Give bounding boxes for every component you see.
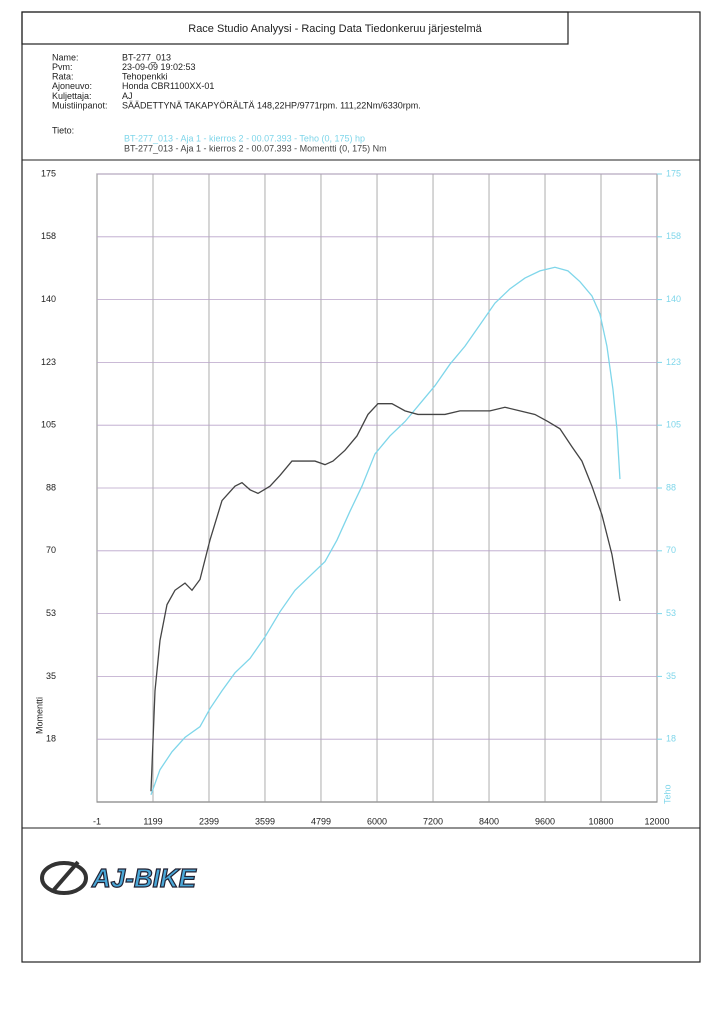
y-tick-label: 105: [41, 420, 56, 430]
logo-text: AJ-BIKE: [91, 863, 197, 893]
x-tick-label: 4799: [311, 816, 331, 826]
y2-tick-label: 123: [666, 357, 681, 367]
y2-tick-label: 158: [666, 231, 681, 241]
x-tick-label: 12000: [644, 816, 669, 826]
legend-entry: BT-277_013 - Aja 1 - kierros 2 - 00.07.3…: [124, 143, 387, 153]
y2-tick-label: 105: [666, 420, 681, 430]
y2-axis-label: Teho: [662, 784, 672, 804]
legend-entry: BT-277_013 - Aja 1 - kierros 2 - 00.07.3…: [124, 133, 365, 143]
info-label: Kuljettaja:: [52, 91, 92, 101]
x-tick-label: 7200: [423, 816, 443, 826]
y-axis-label: Momentti: [34, 697, 44, 734]
y-tick-label: 88: [46, 482, 56, 492]
info-value: AJ: [122, 91, 133, 101]
y-tick-label: 70: [46, 545, 56, 555]
y-tick-label: 158: [41, 231, 56, 241]
y-tick-label: 123: [41, 357, 56, 367]
x-tick-label: 1199: [143, 816, 162, 826]
y-tick-label: 140: [41, 294, 56, 304]
logo-icon: [40, 861, 88, 895]
logo: AJ-BIKE: [40, 860, 197, 895]
y2-tick-label: 175: [666, 168, 681, 178]
x-tick-label: -1: [93, 816, 101, 826]
y-tick-label: 18: [46, 734, 56, 744]
series-line: [150, 266, 621, 796]
info-label: Muistiinpanot:: [52, 100, 108, 110]
legend-label: Tieto:: [52, 125, 74, 135]
info-value: 23-09-09 19:02:53: [122, 62, 196, 72]
title-box: [21, 11, 569, 45]
y2-tick-label: 35: [666, 671, 676, 681]
x-tick-label: 10800: [588, 816, 613, 826]
x-tick-label: 8400: [479, 816, 499, 826]
info-label: Name:: [52, 52, 79, 62]
y-tick-label: 53: [46, 608, 56, 618]
page-title: Race Studio Analyysi - Racing Data Tiedo…: [188, 23, 482, 35]
y2-tick-label: 18: [666, 734, 676, 744]
y2-tick-label: 70: [666, 545, 676, 555]
x-tick-label: 6000: [367, 816, 387, 826]
x-tick-label: 9600: [535, 816, 555, 826]
y2-tick-label: 53: [666, 608, 676, 618]
y2-tick-label: 140: [666, 294, 681, 304]
info-value: SÄÄDETTYNÄ TAKAPYÖRÄLTÄ 148,22HP/9771rpm…: [122, 100, 421, 110]
series-line: [150, 403, 621, 792]
info-label: Ajoneuvo:: [52, 81, 92, 91]
info-label: Pvm:: [52, 62, 73, 72]
info-value: Honda CBR1100XX-01: [122, 81, 214, 91]
y-tick-label: 175: [41, 168, 56, 178]
logo-icon: [50, 860, 80, 894]
y2-tick-label: 88: [666, 482, 676, 492]
x-tick-label: 2399: [199, 816, 219, 826]
info-value: Tehopenkki: [122, 72, 168, 82]
x-tick-label: 3599: [255, 816, 275, 826]
info-value: BT-277_013: [122, 52, 171, 62]
y-tick-label: 35: [46, 671, 56, 681]
info-label: Rata:: [52, 72, 74, 82]
